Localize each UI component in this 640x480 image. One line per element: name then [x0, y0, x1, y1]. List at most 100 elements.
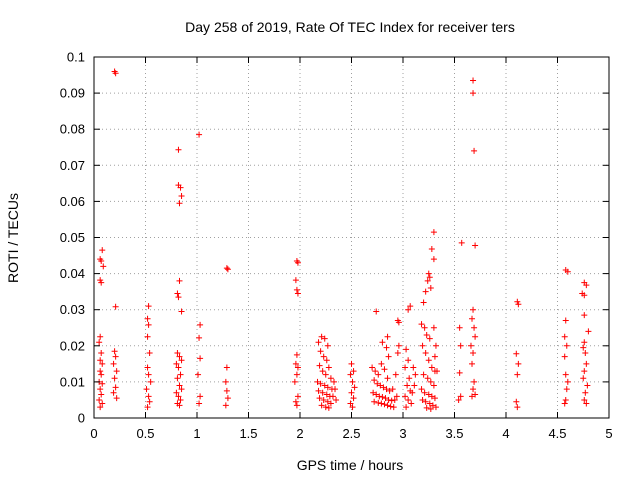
data-point — [196, 131, 203, 138]
data-point — [332, 386, 339, 393]
data-point — [383, 386, 390, 393]
data-point — [174, 375, 181, 382]
data-point — [351, 384, 358, 391]
data-point — [97, 357, 104, 364]
data-point — [470, 77, 477, 84]
data-point — [223, 387, 230, 394]
data-point — [292, 277, 299, 284]
y-tick-label: 0 — [78, 411, 85, 426]
y-tick-label: 0.02 — [60, 338, 85, 353]
data-point — [294, 259, 301, 266]
data-point — [113, 395, 120, 402]
data-point — [173, 360, 180, 367]
data-point — [431, 395, 438, 402]
data-point — [177, 184, 184, 191]
data-point — [424, 277, 431, 284]
y-tick-label: 0.01 — [60, 374, 85, 389]
data-point — [379, 339, 386, 346]
data-point — [98, 391, 105, 398]
data-point — [176, 353, 183, 360]
data-point — [583, 282, 590, 289]
data-point — [456, 369, 463, 376]
data-point — [421, 324, 428, 331]
data-point — [421, 389, 428, 396]
data-point — [146, 398, 153, 405]
data-point — [562, 371, 569, 378]
data-point — [581, 292, 588, 299]
data-point — [176, 402, 183, 409]
data-point — [582, 389, 589, 396]
data-point — [430, 256, 437, 263]
data-point — [514, 404, 521, 411]
data-point — [411, 382, 418, 389]
data-point — [324, 384, 331, 391]
data-point — [145, 321, 152, 328]
data-point — [369, 364, 376, 371]
data-point — [375, 371, 382, 378]
data-point — [391, 396, 398, 403]
data-point — [426, 274, 433, 281]
data-point — [222, 402, 229, 409]
data-point — [112, 70, 119, 77]
y-axis-label: ROTI / TECUs — [5, 193, 21, 283]
data-point — [100, 263, 107, 270]
data-point — [327, 400, 334, 407]
data-point — [178, 357, 185, 364]
data-point — [322, 371, 329, 378]
data-point — [425, 391, 432, 398]
data-point — [145, 303, 152, 310]
data-point — [581, 339, 588, 346]
data-point — [472, 242, 479, 249]
data-point — [323, 391, 330, 398]
data-point — [144, 315, 151, 322]
data-point — [99, 380, 106, 387]
y-tick-label: 0.06 — [60, 194, 85, 209]
data-point — [174, 290, 181, 297]
data-point — [145, 393, 152, 400]
data-point — [562, 317, 569, 324]
data-point — [392, 371, 399, 378]
data-point — [408, 400, 415, 407]
data-point — [431, 353, 438, 360]
y-tick-label: 0.09 — [60, 86, 85, 101]
data-point — [99, 247, 106, 254]
data-point — [427, 405, 434, 412]
y-tick-label: 0.07 — [60, 158, 85, 173]
data-point — [422, 398, 429, 405]
x-tick-label: 3.5 — [445, 426, 463, 441]
data-point — [433, 368, 440, 375]
data-point — [348, 389, 355, 396]
data-point — [175, 146, 182, 153]
data-point — [432, 342, 439, 349]
data-point — [379, 394, 386, 401]
data-point — [410, 364, 417, 371]
data-point — [515, 360, 522, 367]
data-point — [144, 364, 151, 371]
data-point — [319, 368, 326, 375]
data-point — [513, 398, 520, 405]
data-point — [428, 364, 435, 371]
data-point — [419, 396, 426, 403]
data-point — [471, 324, 478, 331]
data-point — [385, 396, 392, 403]
data-point — [419, 342, 426, 349]
data-point — [581, 312, 588, 319]
data-point — [384, 402, 391, 409]
data-point — [111, 375, 118, 382]
x-tick-label: 0.5 — [136, 426, 154, 441]
data-point — [456, 324, 463, 331]
data-point — [146, 350, 153, 357]
data-point — [471, 378, 478, 385]
data-point — [177, 396, 184, 403]
data-point — [381, 401, 388, 408]
y-tick-labels: 0 0.01 0.02 0.03 0.04 0.05 0.06 0.07 0.08 0.09 0.1 — [60, 50, 85, 426]
x-tick-label: 1.5 — [239, 426, 257, 441]
data-point — [393, 393, 400, 400]
data-point — [394, 350, 401, 357]
data-point — [383, 344, 390, 351]
data-point — [420, 299, 427, 306]
data-point — [376, 393, 383, 400]
data-point — [422, 288, 429, 295]
data-point — [470, 386, 477, 393]
data-point — [293, 371, 300, 378]
